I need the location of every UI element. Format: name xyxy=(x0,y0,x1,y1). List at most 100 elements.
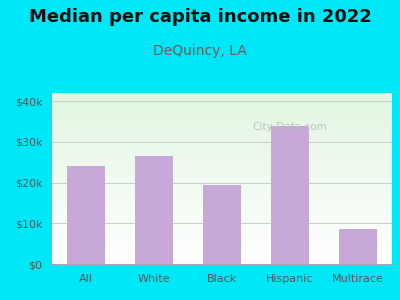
Bar xyxy=(52,107,392,108)
Bar xyxy=(52,242,392,243)
Bar xyxy=(52,117,392,118)
Bar xyxy=(52,203,392,204)
Bar xyxy=(52,173,392,174)
Bar xyxy=(52,210,392,211)
Bar xyxy=(52,155,392,156)
Bar xyxy=(52,188,392,189)
Bar xyxy=(52,94,392,95)
Bar xyxy=(52,209,392,210)
Bar xyxy=(52,172,392,173)
Bar xyxy=(52,226,392,227)
Bar xyxy=(52,220,392,221)
Bar xyxy=(52,135,392,136)
Bar xyxy=(52,162,392,163)
Bar xyxy=(52,256,392,257)
Bar xyxy=(52,95,392,96)
Bar xyxy=(52,168,392,169)
Bar xyxy=(52,251,392,252)
Bar xyxy=(67,166,105,264)
Bar xyxy=(52,165,392,166)
Bar xyxy=(52,182,392,183)
Bar xyxy=(52,129,392,130)
Bar xyxy=(52,219,392,220)
Bar xyxy=(52,254,392,255)
Bar xyxy=(52,233,392,234)
Bar xyxy=(52,151,392,152)
Bar xyxy=(52,255,392,256)
Bar xyxy=(52,178,392,179)
Bar xyxy=(52,128,392,129)
Bar xyxy=(52,194,392,195)
Text: City-Data.com: City-Data.com xyxy=(253,122,327,132)
Bar xyxy=(52,177,392,178)
Bar xyxy=(52,140,392,141)
Bar xyxy=(52,183,392,184)
Bar xyxy=(52,163,392,164)
Bar xyxy=(52,213,392,214)
Bar xyxy=(52,187,392,188)
Bar xyxy=(52,139,392,140)
Bar xyxy=(52,261,392,262)
Bar xyxy=(52,153,392,154)
Bar xyxy=(52,141,392,142)
Bar xyxy=(52,191,392,192)
Bar xyxy=(52,164,392,165)
Bar xyxy=(52,253,392,254)
Bar xyxy=(52,102,392,103)
Bar xyxy=(52,236,392,237)
Bar xyxy=(52,93,392,94)
Bar xyxy=(52,143,392,144)
Bar xyxy=(52,138,392,139)
Bar xyxy=(52,132,392,133)
Bar xyxy=(52,258,392,259)
Bar xyxy=(52,212,392,213)
Bar xyxy=(52,116,392,117)
Bar xyxy=(52,263,392,264)
Bar xyxy=(52,257,392,258)
Bar xyxy=(52,192,392,193)
Bar xyxy=(52,124,392,125)
Bar xyxy=(52,234,392,235)
Bar xyxy=(52,201,392,202)
Bar xyxy=(52,99,392,100)
Bar xyxy=(52,112,392,113)
Bar xyxy=(52,125,392,126)
Bar xyxy=(203,184,241,264)
Bar xyxy=(271,126,309,264)
Bar xyxy=(52,98,392,99)
Bar xyxy=(52,110,392,111)
Bar xyxy=(52,190,392,191)
Bar xyxy=(52,198,392,199)
Bar xyxy=(52,161,392,162)
Bar xyxy=(52,199,392,200)
Text: DeQuincy, LA: DeQuincy, LA xyxy=(153,44,247,58)
Bar xyxy=(52,104,392,105)
Bar xyxy=(52,202,392,203)
Bar xyxy=(52,229,392,230)
Bar xyxy=(52,159,392,160)
Bar xyxy=(52,142,392,143)
Bar xyxy=(52,179,392,180)
Bar xyxy=(52,146,392,147)
Bar xyxy=(52,231,392,232)
Bar xyxy=(52,248,392,249)
Bar xyxy=(52,118,392,119)
Bar xyxy=(52,185,392,186)
Bar xyxy=(52,193,392,194)
Bar xyxy=(52,214,392,215)
Bar xyxy=(52,175,392,176)
Bar xyxy=(52,195,392,196)
Bar xyxy=(52,227,392,228)
Bar xyxy=(52,113,392,114)
Bar xyxy=(52,207,392,208)
Bar xyxy=(52,160,392,161)
Bar xyxy=(52,232,392,233)
Bar xyxy=(52,133,392,134)
Bar xyxy=(52,148,392,149)
Bar xyxy=(52,239,392,240)
Bar xyxy=(52,245,392,246)
Bar xyxy=(52,204,392,205)
Bar xyxy=(52,225,392,226)
Bar xyxy=(52,180,392,181)
Bar xyxy=(52,249,392,250)
